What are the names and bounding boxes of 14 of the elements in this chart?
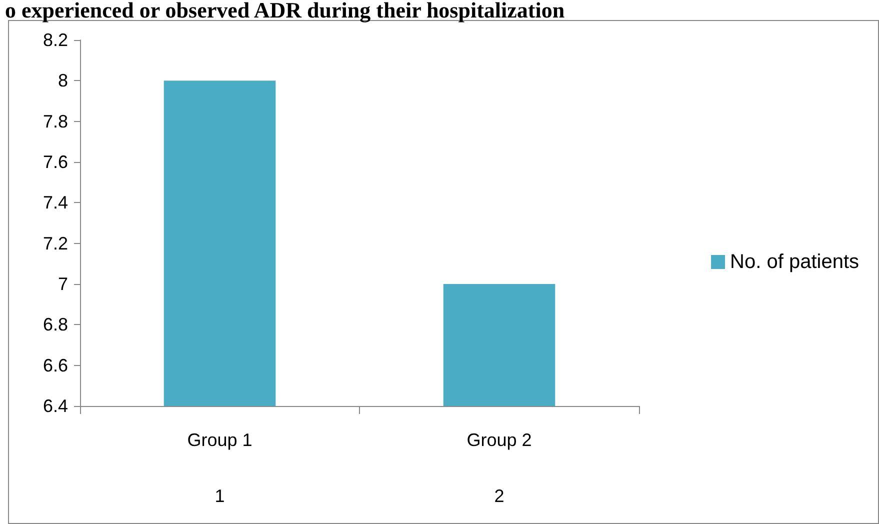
y-tick-label: 7.8 [42, 111, 68, 132]
y-tick-label: 7.2 [42, 233, 68, 254]
y-tick-label: 7.6 [42, 152, 68, 172]
category-label: Group 2 2 [466, 430, 532, 506]
y-tick-label: 7 [58, 274, 68, 294]
y-tick-label: 8 [58, 70, 68, 91]
y-tick-label: 6.4 [42, 396, 68, 416]
y-tick-label: 7.4 [42, 192, 68, 213]
y-tick-label: 6.6 [42, 355, 68, 376]
y-tick-label: 8.2 [42, 30, 68, 50]
category-label: Group 1 1 [187, 430, 252, 506]
chart-title: o experienced or observed ADR during their hospitalization [5, 0, 565, 22]
y-tick-label: 6.8 [42, 314, 68, 335]
legend-label: No. of patients [730, 251, 860, 273]
